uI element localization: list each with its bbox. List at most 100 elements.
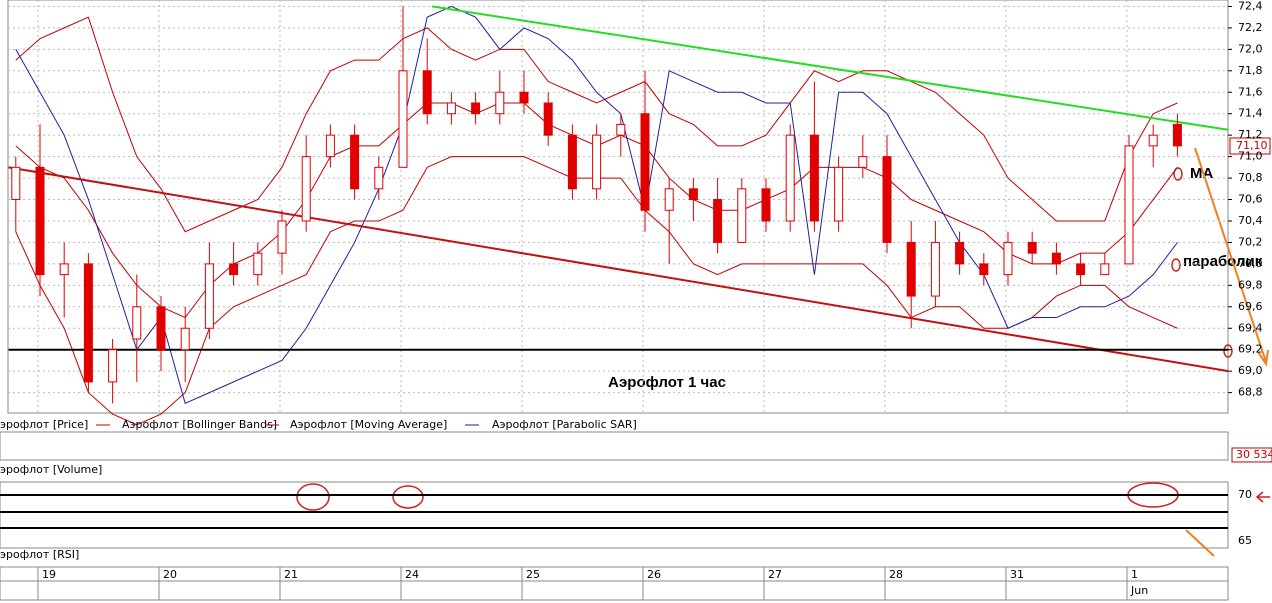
y-tick-label: 72,0 (1238, 42, 1263, 55)
candle-body (11, 166, 21, 201)
candle-body (204, 263, 214, 329)
trend-line (8, 166, 1229, 373)
trend-line (431, 5, 1229, 131)
rsi-panel (0, 481, 1229, 549)
volume-panel (0, 431, 1229, 461)
candle-body (229, 263, 239, 276)
candle-body (955, 241, 965, 265)
legend-rsi: эрофлот [RSI] (0, 548, 79, 561)
candle-body (495, 91, 505, 115)
candle-body (471, 102, 481, 115)
y-tick-label: 70,6 (1238, 193, 1263, 206)
volume-box (1231, 447, 1272, 463)
candle-body (277, 220, 287, 254)
candle-body (156, 306, 166, 351)
candle-body (930, 241, 940, 297)
y-tick-label: 72,2 (1238, 21, 1263, 34)
legend-volume: эрофлот [Volume] (0, 463, 102, 476)
candle-body (1172, 123, 1182, 147)
y-tick-label: 69,4 (1238, 321, 1263, 334)
date-axis (0, 566, 1229, 601)
last-price-label: 71,10 (1236, 139, 1268, 152)
legend-entry: Аэрофлот [Bollinger Bands] (122, 418, 277, 431)
hand-annotations (296, 167, 1270, 511)
y-tick-label: 69,2 (1238, 343, 1263, 356)
candle-body (132, 306, 142, 340)
candle-body (1076, 263, 1086, 276)
candle-body (834, 166, 844, 222)
rsi-tick-label: 65 (1238, 534, 1252, 547)
x-tick-label: 27 (768, 568, 782, 581)
y-tick-label: 71,4 (1238, 107, 1263, 120)
candle-body (180, 327, 190, 351)
y-tick-label: 71,0 (1238, 150, 1263, 163)
candle-body (422, 70, 432, 115)
candle-body (1124, 145, 1134, 265)
x-tick-label: 21 (284, 568, 298, 581)
legend-entry: Аэрофлот [Moving Average] (290, 418, 447, 431)
candle-body (640, 113, 650, 211)
candle-body (1027, 241, 1037, 254)
x-tick-label: 25 (526, 568, 540, 581)
month-label: Jun (1130, 584, 1148, 597)
y-tick-label: 69,8 (1238, 278, 1263, 291)
annotation: параболик (1183, 253, 1263, 270)
candle-body (737, 188, 747, 243)
candle-body (83, 263, 93, 383)
legend-price: эрофлот [Price] (0, 418, 88, 431)
y-tick-label: 70,0 (1238, 257, 1263, 270)
x-tick-label: 28 (889, 568, 903, 581)
candle-body (1148, 134, 1158, 147)
candle-body (567, 134, 577, 190)
candle-body (785, 134, 795, 222)
candle-body (616, 123, 626, 136)
candle-body (59, 263, 69, 276)
candle-body (858, 156, 868, 168)
y-tick-label: 71,8 (1238, 64, 1263, 77)
x-tick-label: 20 (163, 568, 177, 581)
candle-body (713, 199, 723, 243)
last-price-box (1229, 137, 1271, 155)
x-tick-label: 19 (42, 568, 56, 581)
candle-body (882, 156, 892, 243)
candle-body (688, 188, 698, 201)
y-tick-label: 70,2 (1238, 235, 1263, 248)
x-tick-label: 24 (405, 568, 419, 581)
y-tick-label: 68,8 (1238, 386, 1263, 399)
candle-body (35, 166, 45, 276)
candle-body (1003, 241, 1013, 276)
candle-body (253, 252, 263, 276)
candle-body (543, 102, 553, 136)
x-tick-label: 26 (647, 568, 661, 581)
y-tick-label: 69,0 (1238, 364, 1263, 377)
y-tick-label: 71,6 (1238, 85, 1263, 98)
annotation: MA (1190, 165, 1213, 182)
candle-body (519, 91, 529, 104)
y-tick-label: 72,4 (1238, 0, 1263, 12)
candle-body (350, 134, 360, 190)
candle-body (664, 188, 674, 211)
price-panel (7, 0, 1229, 414)
y-tick-label: 69,6 (1238, 300, 1263, 313)
candle-body (1100, 263, 1110, 276)
indicator-line (15, 16, 1178, 233)
candle-body (1051, 252, 1061, 265)
y-tick-label: 70,4 (1238, 214, 1263, 227)
volume-label: 30 534 (1236, 448, 1272, 461)
candle-body (108, 349, 118, 383)
candle-body (979, 263, 989, 276)
candle-body (301, 156, 311, 222)
candle-body (809, 134, 819, 222)
candle-body (398, 70, 408, 168)
rsi-tick-label: 70 (1238, 488, 1252, 501)
y-tick-label: 71,2 (1238, 128, 1263, 141)
x-tick-label: 31 (1010, 568, 1024, 581)
annotation: Аэрофлот 1 час (608, 374, 726, 391)
candle-body (374, 166, 384, 190)
forecast-arrows (1185, 147, 1269, 557)
candle-body (325, 134, 335, 158)
candle-body (761, 188, 771, 222)
legend-entry: Аэрофлот [Parabolic SAR] (492, 418, 637, 431)
candle-body (446, 102, 456, 115)
